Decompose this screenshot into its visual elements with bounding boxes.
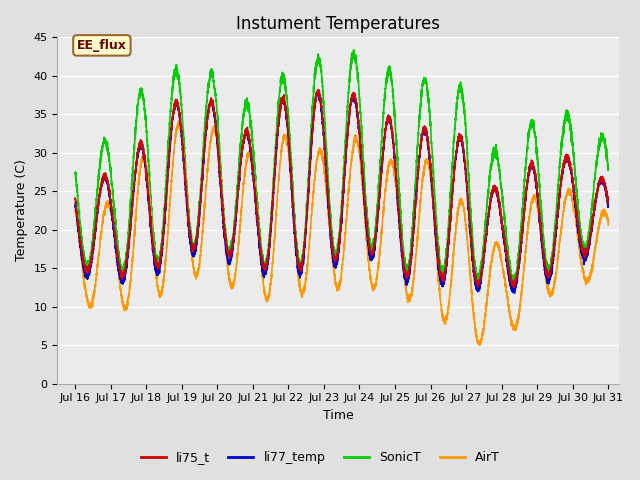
Y-axis label: Temperature (C): Temperature (C) bbox=[15, 159, 28, 262]
Legend: li75_t, li77_temp, SonicT, AirT: li75_t, li77_temp, SonicT, AirT bbox=[136, 446, 504, 469]
Title: Instument Temperatures: Instument Temperatures bbox=[236, 15, 440, 33]
Text: EE_flux: EE_flux bbox=[77, 39, 127, 52]
X-axis label: Time: Time bbox=[323, 409, 353, 422]
